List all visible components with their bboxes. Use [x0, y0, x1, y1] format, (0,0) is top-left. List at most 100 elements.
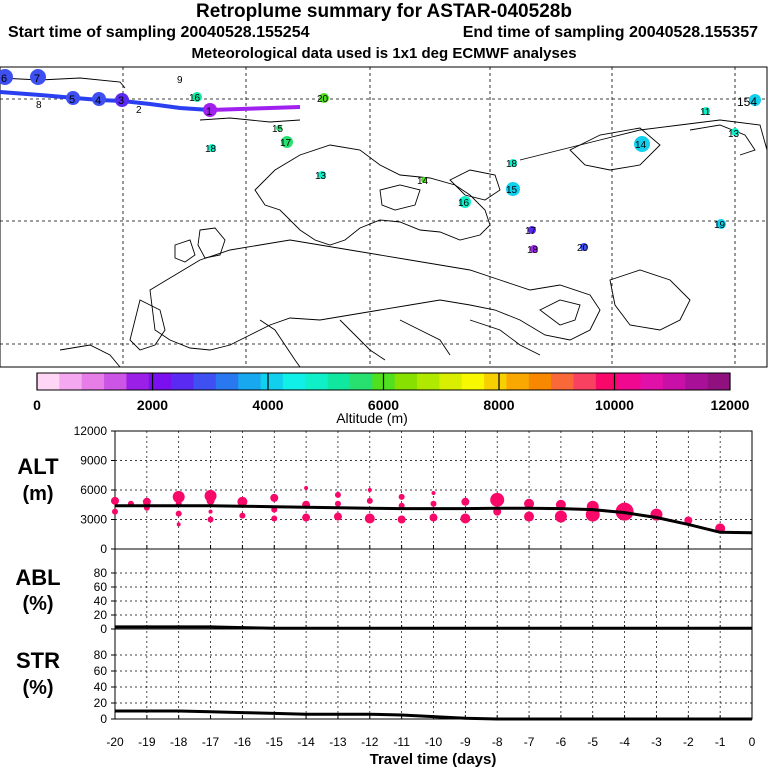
traj-label-3: 3: [118, 95, 124, 107]
cluster-label: 15: [506, 185, 518, 196]
trajectory-point-7: [30, 69, 46, 85]
alt-point: [237, 496, 248, 507]
colorbar-swatch: [349, 373, 373, 390]
map-panel: 6 7 8 5 4 3 2 1 9 16 20 15 17 18 13 18: [0, 66, 768, 368]
colorbar-swatch: [104, 373, 127, 390]
alt-point: [302, 513, 311, 522]
colorbar-swatches: [37, 373, 731, 390]
traj-label-6: 6: [1, 73, 7, 85]
trajectory-point-4: [92, 92, 106, 106]
cluster-markers: 9 16 20 15 17 18 13 18 14 15 16 14 11: [177, 75, 761, 256]
cluster-label: 14: [635, 140, 647, 151]
alt-point: [364, 513, 375, 524]
cluster-marker: [580, 243, 588, 251]
colorbar-swatch: [461, 373, 485, 390]
alt-point: [460, 513, 471, 524]
colorbar-ticks: 0 2000 4000 6000 8000 10000 12000: [33, 373, 750, 413]
alt-point: [367, 488, 372, 492]
cluster-label: 13: [315, 171, 327, 182]
colorbar: 0 2000 4000 6000 8000 10000 12000 Altitude (m): [33, 372, 750, 426]
colorbar-tick-label: 12000: [711, 397, 750, 413]
cluster-marker: [716, 219, 726, 229]
horizontal-gridlines: [115, 460, 752, 704]
cluster-marker: [528, 226, 536, 234]
alt-point: [142, 497, 151, 506]
y-tick-label: 60: [94, 580, 108, 594]
cluster-marker: [421, 177, 427, 183]
colorbar-swatch: [126, 373, 150, 390]
colorbar-swatch: [685, 373, 709, 390]
alt-label: ALT: [17, 454, 59, 479]
y-tick-label: 60: [94, 664, 108, 678]
colorbar-swatch: [707, 373, 731, 390]
cluster-label: 19: [714, 220, 726, 231]
alt-point: [429, 513, 438, 522]
traj-label-7: 7: [34, 73, 40, 85]
colorbar-tick-label: 2000: [137, 397, 168, 413]
colorbar-tick-label: 10000: [595, 397, 634, 413]
colorbar-swatch: [551, 373, 575, 390]
alt-mean-line: [115, 504, 753, 535]
colorbar-swatch: [528, 373, 552, 390]
cluster-label: 18: [506, 159, 518, 170]
colorbar-swatch: [417, 373, 440, 390]
y-tick-label: 0: [100, 542, 107, 556]
coastlines: [0, 77, 768, 368]
cluster-marker: [731, 128, 739, 136]
x-tick-label: -10: [425, 735, 443, 749]
colorbar-tick-label: 8000: [483, 397, 514, 413]
cluster-label: 16: [189, 93, 201, 104]
alt-point: [333, 512, 342, 521]
colorbar-swatch: [573, 373, 597, 390]
y-tick-label: 80: [94, 648, 108, 662]
alt-point: [430, 500, 437, 507]
y-tick-label: 0: [100, 712, 107, 726]
x-tick-label: -17: [202, 735, 220, 749]
cluster-marker: [749, 94, 761, 106]
y-tick-label: 80: [94, 566, 108, 580]
x-tick-label: -15: [266, 735, 284, 749]
x-tick-label: -13: [329, 735, 347, 749]
colorbar-swatch: [59, 373, 83, 390]
x-tick-label: -2: [683, 735, 694, 749]
cluster-label: 13: [728, 129, 740, 140]
cluster-label: 9: [177, 75, 183, 86]
x-axis-label: Travel time (days): [370, 751, 497, 768]
cluster-label: 18: [527, 245, 539, 256]
cluster-marker: [634, 136, 650, 152]
alt-point: [239, 512, 246, 519]
x-tick-labels: -20 -19 -18 -17 -16 -15 -14 -13 -12 -11 -10 -9 -8 -7-…: [106, 545, 756, 749]
cluster-label: 20: [317, 94, 329, 105]
alt-point: [111, 496, 119, 505]
alt-point: [172, 490, 185, 503]
y-tick-label: 0: [100, 622, 107, 636]
x-tick-label: -9: [460, 735, 471, 749]
traj-label-5: 5: [69, 94, 75, 106]
colorbar-swatch: [640, 373, 664, 390]
alt-point: [112, 508, 118, 515]
colorbar-swatch: [305, 373, 329, 390]
cluster-marker: [276, 125, 282, 131]
colorbar-swatch: [37, 373, 60, 390]
str-unit: (%): [22, 677, 53, 699]
colorbar-swatch: [327, 373, 351, 390]
cluster-label: 18: [205, 144, 217, 155]
alt-point: [524, 498, 535, 509]
trajectory-point-3: [115, 93, 129, 107]
chart-title: Retroplume summary for ASTAR-040528b: [196, 1, 572, 22]
colorbar-swatch: [238, 373, 262, 390]
y-tick-label: 12000: [74, 424, 108, 438]
cluster-marker: [318, 171, 326, 179]
alt-point: [206, 496, 215, 505]
cluster-marker: [509, 159, 517, 167]
x-tick-label: -18: [170, 735, 188, 749]
y-tick-label: 6000: [80, 483, 107, 497]
abl-line: [115, 625, 752, 630]
traj-label-1: 1: [206, 106, 212, 118]
x-tick-label: -3: [651, 735, 662, 749]
abl-label: ABL: [15, 565, 60, 590]
alt-point: [461, 497, 470, 506]
colorbar-swatch: [506, 373, 530, 390]
